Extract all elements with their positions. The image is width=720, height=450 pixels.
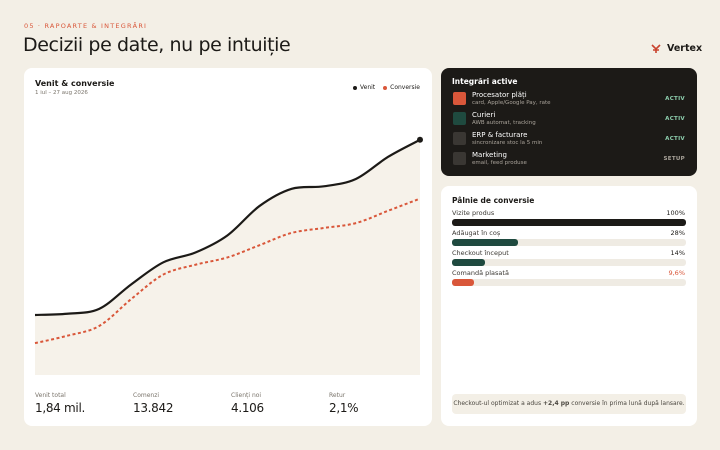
note-text: conversie în prima lună după lansare. xyxy=(571,400,685,407)
stat-value: 4.106 xyxy=(231,401,264,415)
line-chart xyxy=(34,136,423,375)
eyebrow: 05 · RAPOARTE & INTEGRĂRI xyxy=(24,22,148,30)
funnel-track xyxy=(452,219,686,226)
integration-name: ERP & facturare xyxy=(472,131,528,139)
integration-name: Curieri xyxy=(472,111,496,119)
stat-label: Retur xyxy=(329,392,346,399)
note-text: Checkout-ul optimizat a adus xyxy=(453,400,542,407)
stat-label: Comenzi xyxy=(133,392,160,399)
integration-icon xyxy=(453,132,466,145)
funnel-label: Comandă plasată xyxy=(452,269,509,277)
integration-desc: email, feed produse xyxy=(472,160,527,166)
page-title: Decizii pe date, nu pe intuiție xyxy=(23,34,291,56)
integration-status: ACTIV xyxy=(665,136,685,142)
chart-card: Venit & conversie 1 iul – 27 aug 2026 Ve… xyxy=(24,68,432,426)
note: Checkout-ul optimizat a adus +2,4 pp con… xyxy=(452,394,686,414)
funnel-value: 9,6% xyxy=(668,269,685,277)
integration-name: Marketing xyxy=(472,151,507,159)
integration-status: ACTIV xyxy=(665,96,685,102)
integration-status: ACTIV xyxy=(665,116,685,122)
legend-label: Venit xyxy=(359,84,376,91)
legend-dot xyxy=(383,85,388,90)
stat-value: 13.842 xyxy=(133,401,174,415)
funnel-label: Vizite produs xyxy=(452,209,495,217)
funnel-bar xyxy=(452,219,686,226)
funnel-label: Adăugat în coș xyxy=(452,229,501,237)
funnel-bar xyxy=(452,239,518,246)
funnel-bar xyxy=(452,259,485,266)
funnel-card: Pâlnie de conversie Vizite produs 100% Adă… xyxy=(441,186,697,426)
funnel-title: Pâlnie de conversie xyxy=(452,196,535,205)
brand: Vertex xyxy=(667,43,703,54)
chart-title: Venit & conversie xyxy=(35,79,115,88)
integration-desc: sincronizare stoc la 5 min xyxy=(472,140,543,146)
funnel-label: Checkout început xyxy=(452,249,509,257)
integrations-title: Integrări active xyxy=(452,77,518,86)
integration-status: SETUP xyxy=(663,156,685,162)
integration-name: Procesator plăți xyxy=(472,91,527,99)
series-line xyxy=(34,197,421,345)
integration-icon xyxy=(453,112,466,125)
stat-label: Venit total xyxy=(35,392,66,399)
stat-label: Clienți noi xyxy=(231,392,262,399)
note-highlight: +2,4 pp xyxy=(543,400,570,407)
integration-desc: AWB automat, tracking xyxy=(472,120,536,126)
funnel-track xyxy=(452,279,686,286)
legend: Venit Conversie xyxy=(352,84,420,91)
integration-desc: card, Apple/Google Pay, rate xyxy=(472,100,551,106)
integrations-card: Integrări active Procesator plăți card, A… xyxy=(441,68,697,176)
stat-value: 1,84 mil. xyxy=(35,401,86,415)
integration-icon xyxy=(453,152,466,165)
brand-icon xyxy=(651,44,661,53)
funnel-bar xyxy=(452,279,475,286)
series-line xyxy=(34,138,421,317)
legend-dot xyxy=(352,85,357,90)
funnel-track xyxy=(452,259,686,266)
funnel-value: 28% xyxy=(670,229,685,237)
legend-label: Conversie xyxy=(390,84,420,91)
stat-value: 2,1% xyxy=(329,401,359,415)
funnel-track xyxy=(452,239,686,246)
end-point xyxy=(417,136,423,143)
chart-subtitle: 1 iul – 27 aug 2026 xyxy=(35,90,88,96)
funnel-value: 100% xyxy=(666,209,685,217)
funnel-value: 14% xyxy=(670,249,685,257)
legend-item: Conversie xyxy=(383,84,420,91)
integration-icon xyxy=(453,92,466,105)
legend-item: Venit xyxy=(352,84,376,91)
